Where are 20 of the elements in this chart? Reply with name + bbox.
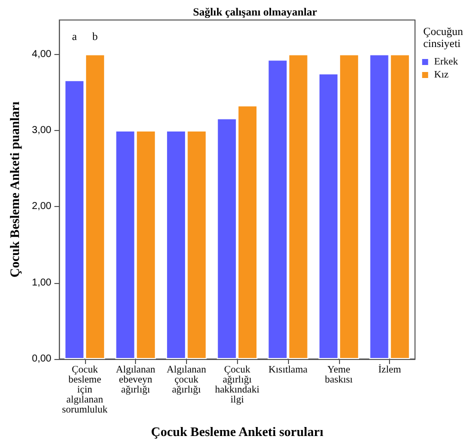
x-tick-label: İzlem <box>378 364 402 376</box>
y-tick-label: 1,00 <box>32 277 52 288</box>
annotation: b <box>92 31 98 43</box>
x-tick-label: Çocuk ağırlığı hakkındaki ilgi <box>214 364 260 406</box>
x-tick-label: Algılanan ebeveyn ağırlığı <box>116 364 156 396</box>
legend-title: Çocuğun cinsiyeti <box>423 26 464 50</box>
x-tick-label: Kısıtlama <box>268 364 308 376</box>
x-axis-title: Çocuk Besleme Anketi soruları <box>151 424 324 439</box>
x-tick-label: Yeme baskısı <box>324 364 353 386</box>
chart-title: Sağlık çalışanı olmayanlar <box>192 6 318 18</box>
legend-label: Erkek <box>434 56 458 68</box>
legend-label: Kız <box>434 70 450 80</box>
y-tick-label: 4,00 <box>32 48 52 60</box>
annotation: a <box>72 31 78 43</box>
x-tick-label: Algılanan çocuk ağırlığı <box>166 364 206 396</box>
y-axis-title: Çocuk Besleme Anketi puanları <box>7 101 22 278</box>
x-tick-label: Çocuk besleme için algılanan sorumluluk <box>62 364 108 416</box>
y-tick-label: 2,00 <box>32 201 52 212</box>
y-tick-label: 3,00 <box>32 124 52 136</box>
y-tick-label: 0,00 <box>32 354 52 364</box>
